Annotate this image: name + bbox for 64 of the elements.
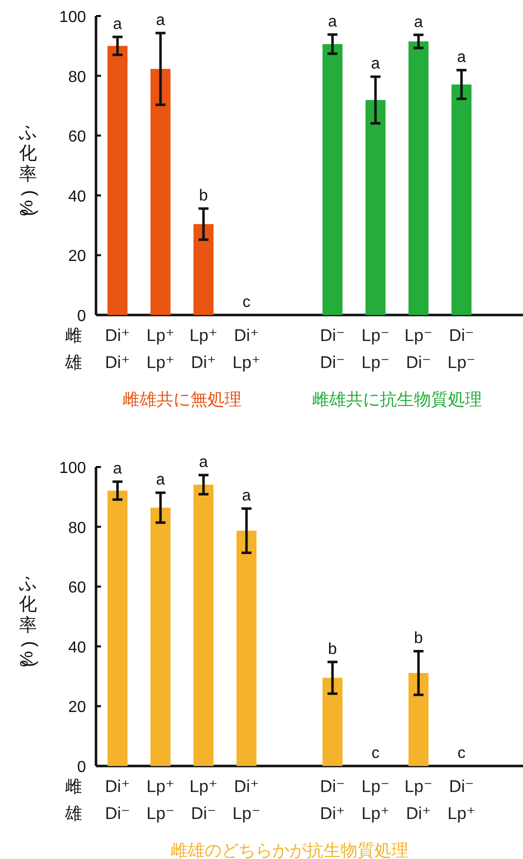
x-tick-label: Lp⁻ Di⁺ [404,777,432,823]
y-tick-label: 100 [59,460,86,477]
x-tick-label: Lp⁻ Di⁻ [404,326,432,372]
x-tick-label: Lp⁺ Lp⁺ [146,326,174,372]
bar [408,673,428,766]
bar [150,508,170,766]
data-label: a [156,12,166,30]
x-tick-label: Lp⁻ Lp⁻ [362,326,390,372]
x-tick-label: Lp⁺ Lp⁻ [146,777,174,823]
data-label: c [242,294,250,311]
x-tick-label: Lp⁻ Lp⁺ [362,777,390,823]
bar [322,678,342,766]
x-tick-label: Lp⁺ Di⁺ [190,326,218,372]
y-tick-label: 80 [68,520,86,537]
text: 雄 [64,804,82,823]
data-label: a [414,14,424,31]
bar [194,484,214,766]
data-label: a [328,14,338,31]
data-label: a [457,49,466,66]
x-tick-label: Di⁺ Lp⁺ [232,326,260,372]
text: 雌雄共に無処理 [122,390,242,409]
data-label: a [113,460,122,478]
data-label: a [242,488,252,505]
y-tick-label: 0 [77,308,86,325]
bar [108,46,128,315]
bar [408,41,428,315]
text: 雌雄共に抗生物質処理 [312,390,482,409]
y-tick-label: 100 [59,9,86,26]
data-label: b [199,188,208,205]
x-tick-label: Di⁺ Lp⁻ [232,777,260,823]
bar [322,44,342,315]
x-tick-label: Di⁻ Di⁺ [320,777,346,823]
text: 雌雄のどちらかが抗生物質処理 [170,841,408,859]
data-label: b [414,630,424,648]
x-tick-label: Lp⁺ Di⁻ [190,777,218,823]
bar [366,100,386,315]
bar [236,530,256,766]
y-tick-label: 0 [77,759,86,776]
x-tick-label: Di⁻ Di⁻ [320,326,346,372]
x-tick-label: Di⁻ Lp⁺ [448,777,476,823]
bar [150,68,170,315]
data-label: a [156,472,166,489]
y-tick-label: 20 [68,699,86,716]
data-label: c [372,745,380,762]
data-label: b [328,640,338,658]
y-tick-label: 80 [68,68,86,86]
x-tick-label: Di⁺ Di⁻ [104,777,130,823]
data-label: a [199,454,208,472]
y-tick-label: 20 [68,248,86,266]
y-tick-label: 40 [68,188,86,206]
bar [108,490,128,766]
text: 雌 [65,326,82,345]
y-tick-label: 60 [68,128,86,146]
bar [452,84,472,315]
data-label: c [458,745,466,762]
x-tick-label: Di⁻ Lp⁻ [448,326,476,372]
x-tick-label: Di⁺ Di⁺ [104,326,130,372]
y-tick-label: 60 [68,580,86,597]
bar [194,224,214,315]
text: 雄 [64,353,82,372]
text: 雌 [65,777,82,796]
data-label: a [371,56,380,73]
data-label: a [113,16,122,33]
y-tick-label: 40 [68,639,86,656]
